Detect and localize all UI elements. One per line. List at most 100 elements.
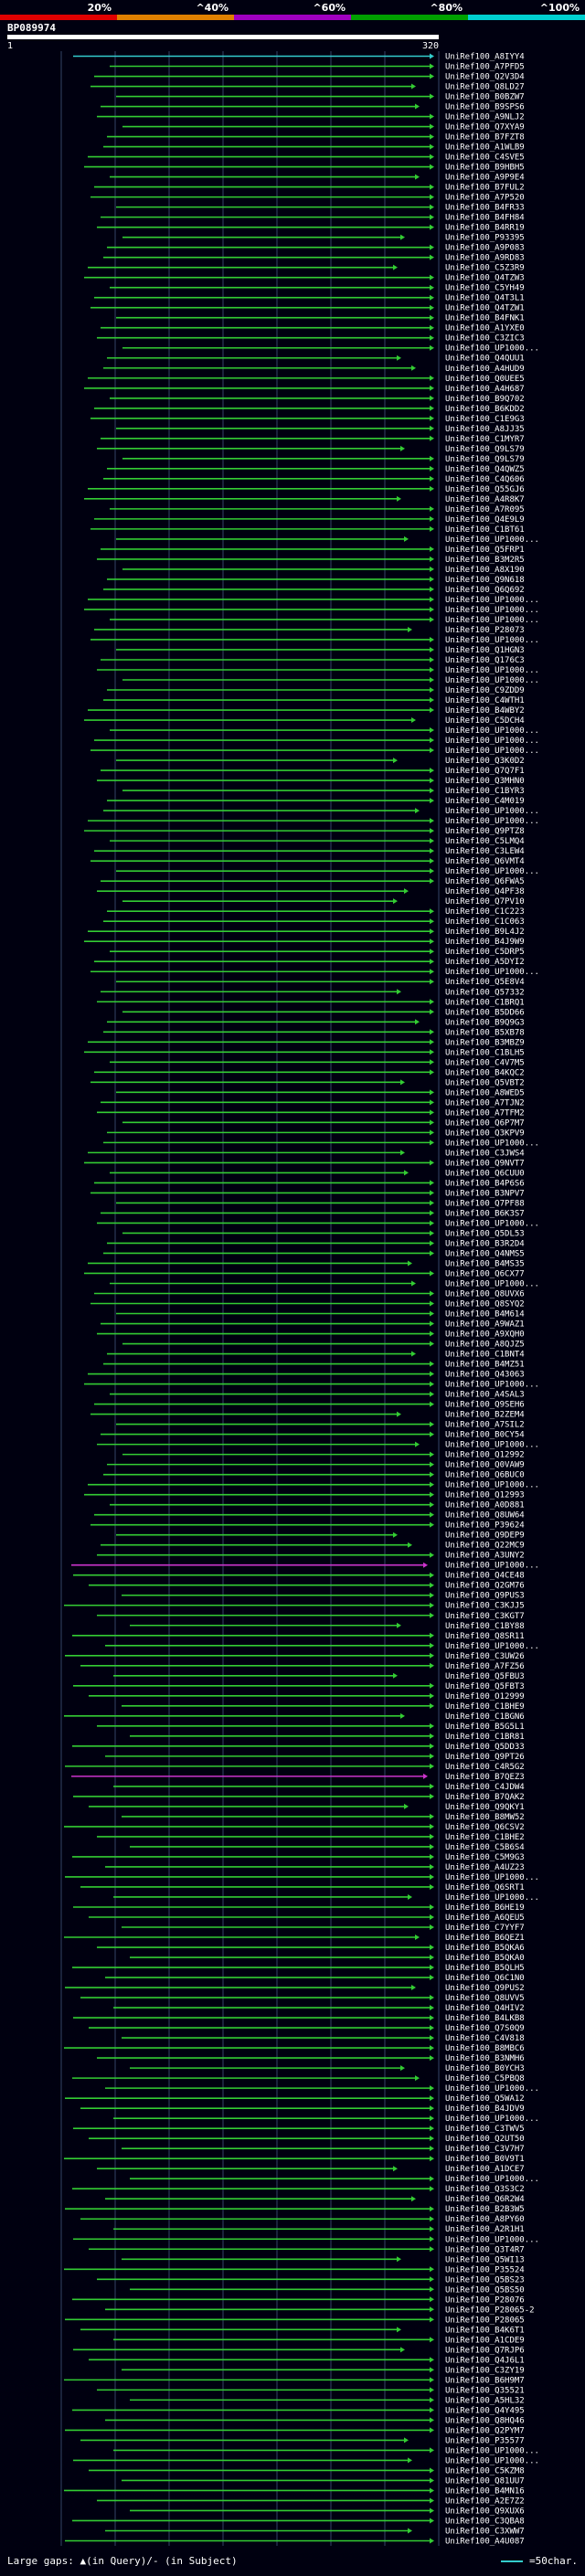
hit-row: UniRef100_C3LEW4 [94,847,525,856]
hit-label: UniRef100_B8MW52 [445,1813,525,1822]
hit-arrow [430,1924,434,1931]
hit-label: UniRef100_C1BNT4 [445,1351,525,1360]
hit-label: UniRef100_UP1000... [445,1441,539,1450]
hit-label: UniRef100_B5QKA6 [445,1944,525,1953]
hit-row: UniRef100_B3MBZ9 [88,1038,525,1047]
hit-arrow [430,113,434,120]
hit-arrow [430,2236,434,2242]
hit-label: UniRef100_B9L4J2 [445,928,525,937]
hit-arrow [430,848,434,854]
hit-arrow [430,556,434,562]
hit-row: UniRef100_A5HL32 [130,2396,525,2405]
hit-arrow [430,697,434,704]
hit-arrow [430,1903,434,1910]
hit-row: UniRef100_Q9PT26 [105,1753,525,1762]
hit-label: UniRef100_A7P520 [445,194,525,203]
large-gaps-legend: Large gaps: ▲(in Query)/- (in Subject) [7,2555,238,2567]
hit-row: UniRef100_A4H687 [84,385,525,394]
hit-label: UniRef100_Q5DL53 [445,1229,525,1238]
hit-label: UniRef100_Q8SYQ2 [445,1300,525,1309]
hit-arrow [430,1119,434,1126]
hit-arrow [430,979,434,985]
hit-arrow [430,2226,434,2232]
hit-label: UniRef100_Q4Y495 [445,2406,525,2415]
hit-arrow [430,1421,434,1427]
hit-label: UniRef100_UP1000... [445,2115,539,2124]
hit-label: UniRef100_Q5BS23 [445,2275,525,2284]
hit-row: UniRef100_Q6P7M7 [122,1118,525,1128]
hit-arrow [430,2397,434,2403]
hit-label: UniRef100_Q8UW64 [445,1511,525,1521]
hit-row: UniRef100_B7QEZ3 [71,1773,525,1782]
hit-row: UniRef100_Q6R2W4 [105,2195,525,2204]
hit-arrow [430,1371,434,1377]
query-ruler: 1 320 [7,35,439,51]
hit-arrow [430,143,434,150]
hit-label: UniRef100_Q9DEP9 [445,1532,525,1541]
hit-label: UniRef100_C1BGN6 [445,1712,525,1722]
hit-row: UniRef100_B4WBY2 [88,706,525,716]
hit-row: UniRef100_B7QAK2 [73,1793,525,1802]
hit-arrow [430,868,434,875]
hit-label: UniRef100_Q81UU7 [445,2476,525,2486]
hit-arrow [430,2095,434,2102]
hit-label: UniRef100_O12999 [445,1692,525,1701]
hit-label: UniRef100_Q9QKY1 [445,1803,525,1812]
hit-row: UniRef100_A7SIL2 [116,1421,525,1430]
hit-row: UniRef100_UP1000... [130,2175,539,2184]
hit-label: UniRef100_C3KJJ5 [445,1602,525,1611]
hit-label: UniRef100_P35577 [445,2436,525,2445]
hit-label: UniRef100_Q6Q692 [445,586,525,595]
hit-row: UniRef100_A9WAZ1 [101,1320,525,1330]
hit-row: UniRef100_A7FZ56 [80,1662,525,1671]
hit-label: UniRef100_UP1000... [445,535,539,545]
hit-label: UniRef100_Q9PUS2 [445,1984,525,1993]
hit-row: UniRef100_Q5BS23 [97,2275,525,2284]
hit-label: UniRef100_Q4PF38 [445,887,525,896]
hit-label: UniRef100_A2E7Z2 [445,2496,525,2506]
hit-row: UniRef100_Q6VMT4 [90,857,525,866]
hit-arrow [430,949,434,955]
hit-arrow [430,1109,434,1116]
hit-label: UniRef100_A3UNY2 [445,1552,525,1561]
hit-arrow [430,646,434,652]
hit-label: UniRef100_UP1000... [445,2456,539,2465]
hit-label: UniRef100_Q6FWA5 [445,877,525,886]
hit-label: UniRef100_UP1000... [445,636,539,645]
hit-row: UniRef100_Q57332 [101,988,525,997]
hit-label: UniRef100_C3TWV5 [445,2125,525,2134]
hit-label: UniRef100_B8MBC6 [445,2044,525,2053]
hit-row: UniRef100_UP1000... [97,666,539,675]
hit-label: UniRef100_UP1000... [445,345,539,354]
hit-label: UniRef100_A1WLB9 [445,143,525,153]
hit-label: UniRef100_UP1000... [445,1562,539,1571]
hit-row: UniRef100_C3XWW7 [105,2527,525,2536]
hit-row: UniRef100_C5YH49 [110,284,525,293]
hit-row: UniRef100_A7TJN2 [101,1098,525,1108]
hit-arrow [408,626,412,632]
hit-label: UniRef100_P28065 [445,2316,525,2325]
hit-row: UniRef100_B8MW52 [122,1813,525,1822]
hit-arrow [423,1562,428,1568]
hit-arrow [430,385,434,391]
hit-row: UniRef100_A3UNY2 [97,1552,525,1561]
hit-label: UniRef100_UP1000... [445,1381,539,1390]
hit-row: UniRef100_B4FH84 [101,214,525,223]
hit-label: UniRef100_C3JWS4 [445,1149,525,1158]
hit-label: UniRef100_C1BHE2 [445,1833,525,1842]
footer-legend: Large gaps: ▲(in Query)/- (in Subject) =… [7,2553,578,2571]
hit-row: UniRef100_UP1000... [103,807,539,816]
hit-row: UniRef100_Q7XYA9 [122,123,525,133]
hit-row: UniRef100_B4LKB8 [73,2014,525,2023]
hit-label: UniRef100_C1MYR7 [445,435,525,444]
hit-row: UniRef100_Q9LS79 [122,455,525,464]
hit-arrow [430,2115,434,2122]
hit-label: UniRef100_UP1000... [445,1219,539,1228]
hit-arrow [430,2085,434,2092]
hit-arrow [397,2327,401,2333]
hit-arrow [404,2437,409,2443]
hit-label: UniRef100_B7FZT8 [445,133,525,143]
hit-label: UniRef100_Q9SEH6 [445,1401,525,1410]
hit-row: UniRef100_P35524 [64,2265,525,2274]
scale-legend: =50char. [501,2555,578,2567]
